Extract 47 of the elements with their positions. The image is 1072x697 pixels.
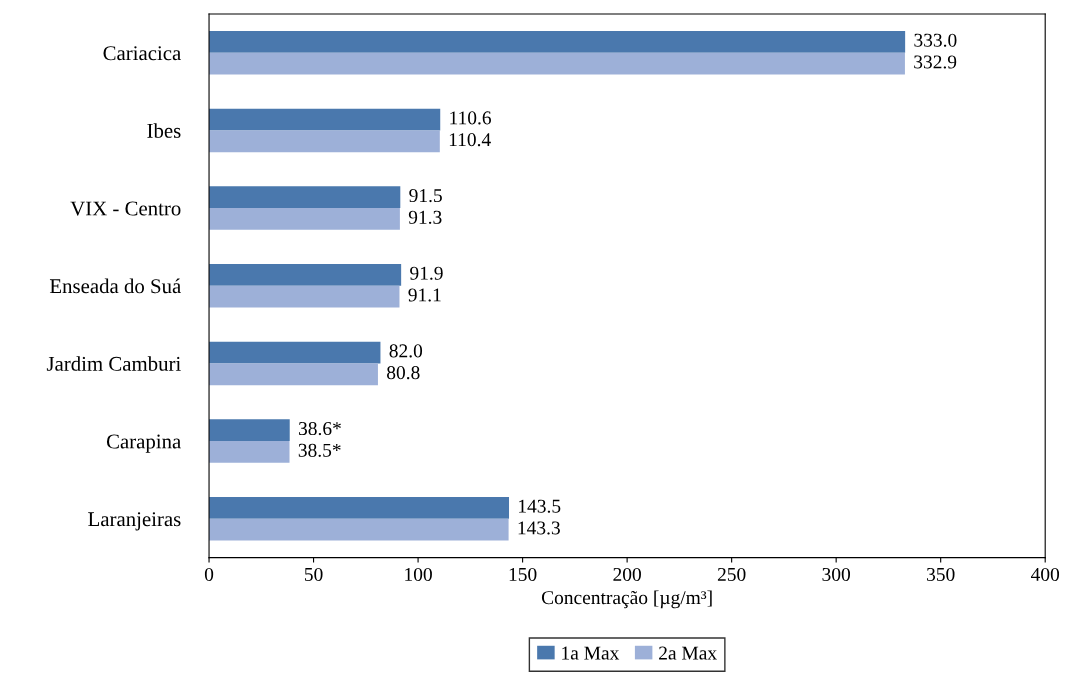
bar — [209, 108, 441, 131]
data-label: 91.9 — [410, 266, 443, 280]
data-label: 91.5 — [409, 189, 442, 203]
bar — [209, 497, 510, 519]
bar — [209, 208, 400, 230]
bar — [209, 441, 290, 463]
x-tick-label: 300 — [822, 567, 850, 582]
x-tick-label: 150 — [509, 567, 537, 582]
legend-label: 2a Max — [659, 646, 717, 660]
x-tick-label: 200 — [613, 567, 641, 582]
x-tick-label: 400 — [1031, 567, 1060, 582]
data-label: 143.5 — [519, 499, 561, 513]
bar — [209, 341, 381, 364]
x-tick-label: 100 — [405, 567, 432, 582]
bar — [209, 264, 402, 286]
x-axis-title: Concentração [µg/m³] — [541, 590, 712, 609]
y-tick-label: VIX - Centro — [70, 201, 181, 216]
data-label: 38.5* — [298, 443, 341, 457]
data-label: 38.6* — [298, 421, 341, 436]
y-tick-label: Ibes — [147, 123, 181, 138]
bar — [209, 419, 290, 442]
bar — [209, 31, 906, 53]
data-label: 110.6 — [450, 111, 492, 125]
x-tick-label: 0 — [204, 567, 214, 582]
bar — [209, 363, 378, 386]
data-label: 82.0 — [389, 344, 423, 358]
bar — [209, 186, 401, 209]
x-tick-label: 350 — [927, 567, 955, 582]
legend-label: 1a Max — [562, 646, 620, 660]
data-label: 91.1 — [408, 288, 441, 302]
y-tick-label: Enseada do Suá — [49, 278, 181, 294]
y-tick-label: Laranjeiras — [88, 512, 181, 531]
data-label: 143.3 — [518, 521, 560, 535]
bar — [209, 130, 440, 153]
x-tick-label: 250 — [717, 567, 746, 582]
data-label: 91.3 — [408, 210, 442, 224]
data-label: 332.9 — [914, 55, 957, 69]
bar — [209, 52, 905, 75]
x-tick-label: 50 — [304, 567, 323, 582]
data-label: 333.0 — [914, 33, 957, 47]
bar — [209, 518, 509, 541]
y-tick-label: Cariacica — [103, 46, 181, 61]
data-label: 80.8 — [387, 366, 420, 380]
bar — [209, 285, 400, 308]
data-label: 110.4 — [449, 133, 491, 147]
y-tick-label: Jardim Camburi — [46, 356, 181, 371]
y-tick-label: Carapina — [106, 434, 181, 453]
